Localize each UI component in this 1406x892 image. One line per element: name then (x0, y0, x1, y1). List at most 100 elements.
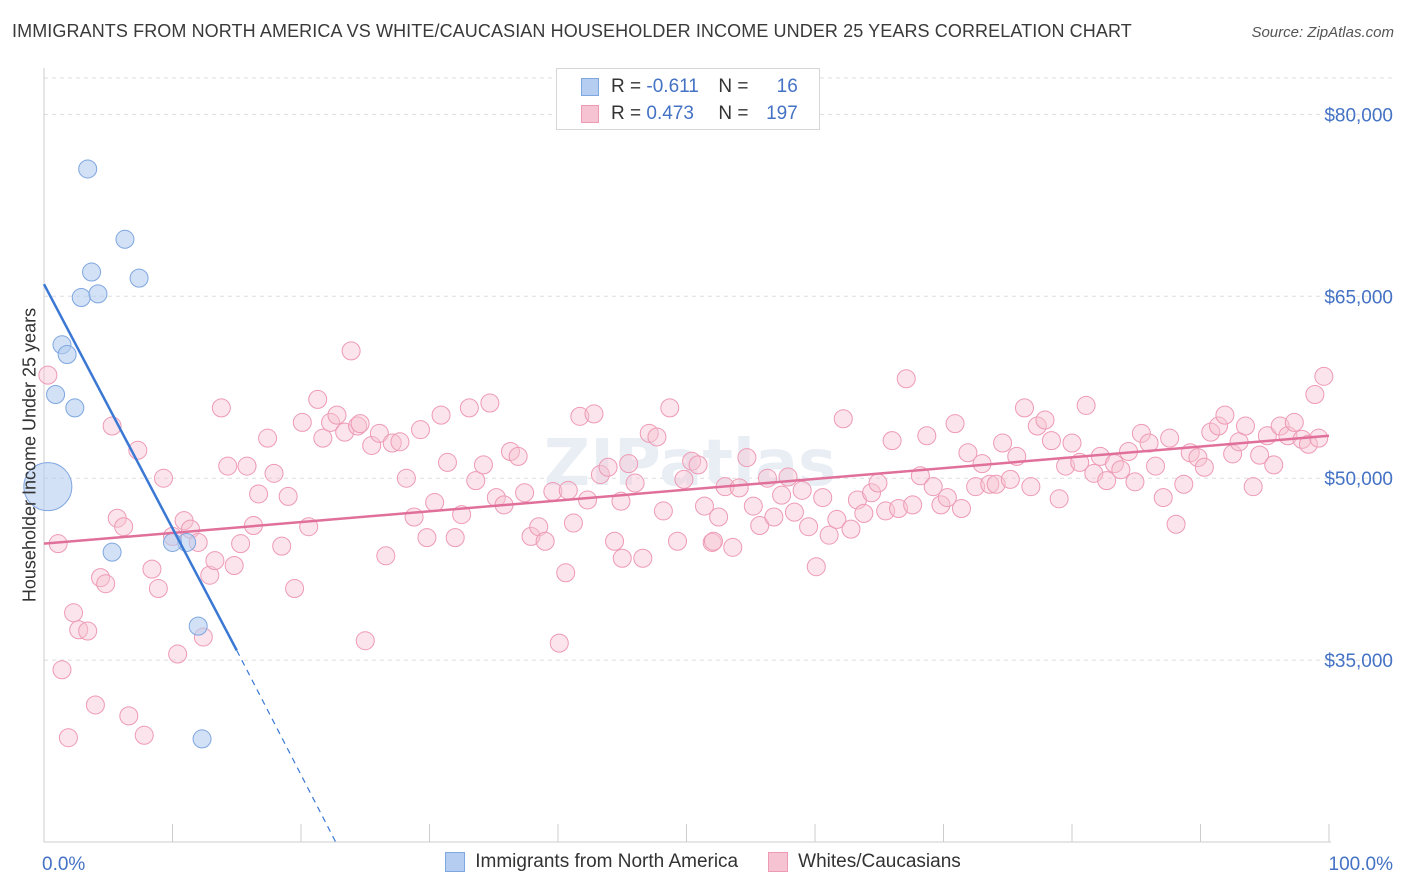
whites-point (556, 563, 576, 583)
whites-point (1208, 416, 1228, 436)
whites-point (819, 525, 839, 545)
whites-point (578, 490, 598, 510)
whites-point (854, 503, 874, 523)
whites-point (218, 456, 238, 476)
whites-point (1131, 423, 1151, 443)
whites-point (1194, 457, 1214, 477)
whites-point (396, 468, 416, 488)
immigrants-point (46, 385, 66, 405)
correlation-legend: R = -0.611 N = 16 R = 0.473 N = 197 (556, 68, 820, 130)
whites-point (1021, 477, 1041, 497)
whites-point (584, 404, 604, 424)
whites-point (1188, 448, 1208, 468)
whites-point (792, 480, 812, 500)
whites-point (889, 499, 909, 519)
whites-point (249, 484, 269, 504)
whites-point (38, 365, 58, 385)
legend-row-whites: R = 0.473 N = 197 (581, 101, 798, 127)
whites-point (993, 433, 1013, 453)
immigrants-point (192, 729, 212, 749)
legend-item-whites: Whites/Caucasians (768, 851, 961, 873)
whites-point (688, 455, 708, 475)
n-label: N = (718, 76, 749, 97)
whites-point (431, 405, 451, 425)
whites-point (764, 507, 784, 527)
whites-point (376, 546, 396, 566)
whites-point (833, 409, 853, 429)
whites-point (308, 389, 328, 409)
whites-point (272, 536, 292, 556)
immigrants-point (88, 284, 108, 304)
whites-point (750, 515, 770, 535)
whites-point (211, 398, 231, 418)
whites-point (647, 427, 667, 447)
whites-point (737, 448, 757, 468)
whites-point (341, 341, 361, 361)
whites-point (91, 568, 111, 588)
whites-point (1125, 472, 1145, 492)
whites-point (799, 517, 819, 537)
whites-point (1111, 460, 1131, 480)
whites-point (529, 517, 549, 537)
legend-label: Whites/Caucasians (798, 851, 961, 872)
whites-point (729, 478, 749, 498)
whites-point (1201, 422, 1221, 442)
pink-swatch (581, 105, 599, 123)
legend-label: Immigrants from North America (475, 851, 739, 872)
whites-point (633, 548, 653, 568)
whites-point (896, 369, 916, 389)
whites-point (1305, 385, 1325, 405)
whites-point (1284, 412, 1304, 432)
whites-point (459, 398, 479, 418)
whites-point (466, 471, 486, 491)
immigrants-point (188, 616, 208, 636)
whites-point (653, 501, 673, 521)
whites-point (355, 631, 375, 651)
whites-point (411, 420, 431, 440)
whites-point (668, 531, 688, 551)
whites-point (702, 532, 722, 552)
whites-point (292, 412, 312, 432)
whites-point (945, 414, 965, 434)
whites-point (903, 495, 923, 515)
whites-point (923, 477, 943, 497)
whites-point (558, 480, 578, 500)
immigrants-trend-extension (236, 650, 337, 843)
whites-point (951, 499, 971, 519)
whites-point (445, 528, 465, 548)
whites-point (390, 432, 410, 452)
whites-point (703, 531, 723, 551)
whites-point (1027, 416, 1047, 436)
whites-point (590, 465, 610, 485)
whites-point (348, 416, 368, 436)
immigrants-point (57, 344, 77, 364)
y-tick-label: $35,000 (1324, 651, 1393, 672)
whites-point (200, 565, 220, 585)
whites-point (958, 443, 978, 463)
whites-point (682, 451, 702, 471)
whites-point (205, 551, 225, 571)
whites-point (570, 406, 590, 426)
immigrants-point (102, 542, 122, 562)
whites-point (521, 526, 541, 546)
whites-point (1000, 469, 1020, 489)
whites-point (986, 474, 1006, 494)
whites-point (168, 644, 188, 664)
whites-point (350, 414, 370, 434)
whites-point (619, 454, 639, 474)
whites-point (313, 428, 333, 448)
whites-point (1235, 416, 1255, 436)
whites-point (743, 496, 763, 516)
whites-point (784, 502, 804, 522)
whites-point (224, 556, 244, 576)
y-tick-label: $65,000 (1324, 287, 1393, 308)
whites-point (1041, 431, 1061, 451)
whites-point (772, 485, 792, 505)
whites-point (64, 603, 84, 623)
whites-point (1243, 477, 1263, 497)
whites-point (52, 660, 72, 680)
whites-point (841, 519, 861, 539)
whites-point (1062, 433, 1082, 453)
whites-point (404, 507, 424, 527)
